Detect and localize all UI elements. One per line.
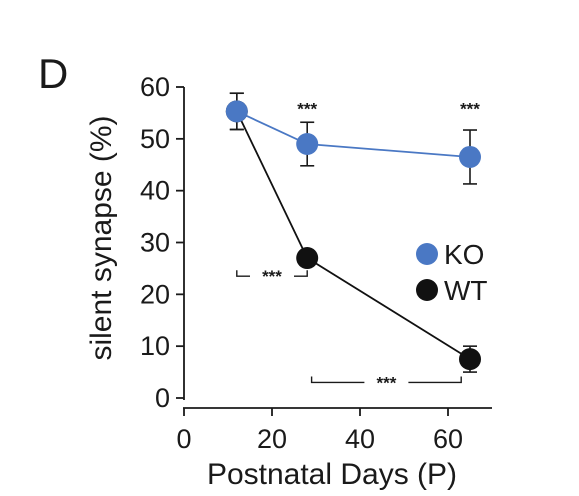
x-tick-label: 40 [345,424,375,454]
y-tick-label: 10 [140,331,170,361]
series-lines [235,110,471,360]
x-axis-title: Postnatal Days (P) [207,458,457,491]
series-line-ko [236,110,471,158]
error-bars [229,92,477,373]
significance-marker: *** [376,373,396,392]
x-tick-label: 20 [257,424,287,454]
y-tick-label: 0 [155,383,170,413]
point-ko [296,133,319,156]
legend-label-ko: KO [444,239,484,270]
data-points [225,100,481,371]
significance-bracket [294,270,308,277]
y-tick-label: 50 [140,124,170,154]
legend: KO WT [416,239,488,306]
significance-annotations: *** *** *** *** [236,100,480,392]
legend-marker-wt [416,279,438,301]
significance-marker: *** [297,100,317,119]
y-tick-label: 30 [140,228,170,258]
panel-label: D [38,50,68,97]
point-wt [459,348,481,371]
significance-marker: *** [262,267,282,286]
point-ko [459,145,481,168]
significance-marker: *** [460,100,480,119]
legend-marker-ko [416,243,438,265]
y-tick-label: 60 [140,72,170,102]
significance-bracket [408,376,462,384]
x-tick-label: 60 [433,424,463,454]
y-axis-ticks: 0 10 20 30 40 50 60 [140,72,184,413]
y-tick-label: 40 [140,176,170,206]
legend-label-wt: WT [444,275,488,306]
x-axis-ticks: 0 20 40 60 [176,408,463,454]
x-tick-label: 0 [176,424,191,454]
point-wt [296,247,319,270]
significance-bracket [310,376,365,384]
y-tick-label: 20 [140,279,170,309]
significance-bracket [236,270,250,277]
point-ko [225,100,248,123]
y-axis-title: silent synapse (%) [85,115,118,360]
